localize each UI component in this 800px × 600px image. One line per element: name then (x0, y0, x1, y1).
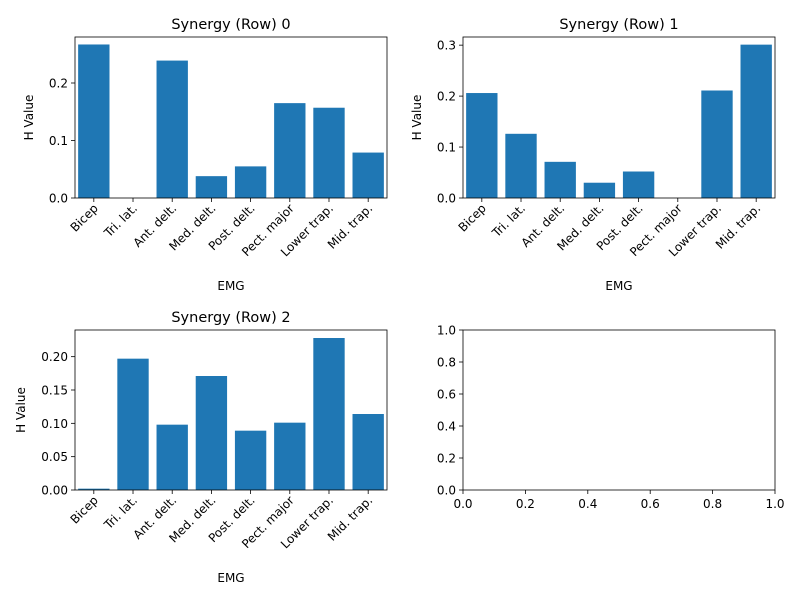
bar (544, 161, 576, 198)
y-tick-label: 0.15 (41, 384, 68, 398)
bar (622, 171, 655, 198)
x-tick-label: Bicep (68, 201, 101, 234)
y-axis-label: H Value (14, 387, 28, 433)
bar (313, 338, 345, 490)
y-tick-label: 0.05 (41, 450, 68, 464)
y-tick-label: 0.1 (437, 141, 456, 155)
y-tick-label: 0.0 (49, 192, 68, 206)
y-axis-label: H Value (410, 95, 424, 141)
subplot-title: Synergy (Row) 2 (171, 310, 290, 326)
bar (352, 152, 384, 198)
axes-frame (74, 329, 388, 491)
y-tick-label: 1.0 (437, 324, 456, 338)
bar (234, 166, 267, 199)
bar (701, 90, 733, 198)
axes-frame (74, 36, 388, 199)
bar (195, 376, 228, 490)
bar (352, 414, 384, 490)
y-tick-label: 0.0 (437, 192, 456, 206)
x-axis-label: EMG (217, 279, 244, 293)
x-tick-label: 0.6 (641, 497, 660, 511)
x-axis-label: EMG (217, 571, 244, 585)
bar (313, 107, 345, 198)
y-axis-label: H Value (22, 95, 36, 141)
subplot-title: Synergy (Row) 1 (559, 17, 678, 33)
bar (78, 44, 110, 199)
subplot-1: Bicep Tri. lat.Ant. delt.Med. delt.Post. … (410, 17, 776, 293)
x-tick-label: 0.8 (703, 497, 722, 511)
x-tick-label: Tri. lat. (101, 201, 140, 240)
y-tick-label: 0.1 (49, 134, 68, 148)
y-tick-label: 0.2 (437, 452, 456, 466)
subplot-0: Bicep Tri. lat.Ant. delt.Med. delt.Post. … (22, 17, 388, 293)
subplot-3: 0.0 0.2 0.4 0.6 0.8 1.0 0.0 0.2 0.4 0.6 0.8 1.0 (437, 324, 785, 512)
y-tick-label: 0.10 (41, 417, 68, 431)
bar (78, 488, 110, 490)
y-tick-label: 0.4 (437, 420, 456, 434)
y-tick-label: 0.2 (49, 77, 68, 91)
y-tick-label: 0.20 (41, 350, 68, 364)
y-tick-label: 0.3 (437, 39, 456, 53)
bar (505, 133, 537, 198)
axes-frame (462, 36, 776, 199)
bar (740, 44, 772, 198)
subplot-2: Bicep Tri. lat.Ant. delt.Med. delt.Post. … (14, 310, 388, 585)
x-tick-label: 0.4 (578, 497, 597, 511)
x-tick-label: Tri. lat. (101, 493, 140, 532)
axes-frame (462, 329, 776, 491)
bar (195, 176, 228, 198)
x-tick-label: 0.0 (453, 497, 472, 511)
bar (234, 430, 267, 490)
bar (117, 358, 149, 490)
bar (156, 424, 188, 490)
bar (274, 422, 306, 490)
bar (156, 60, 188, 198)
x-tick-label: 0.2 (516, 497, 535, 511)
bar (466, 93, 498, 198)
x-tick-label: Bicep (456, 201, 489, 234)
y-tick-label: 0.8 (437, 356, 456, 370)
x-axis-label: EMG (605, 279, 632, 293)
y-tick-label: 0.6 (437, 388, 456, 402)
bar (274, 103, 306, 199)
x-tick-label: 1.0 (765, 497, 784, 511)
bar (583, 182, 616, 198)
x-tick-label: Tri. lat. (489, 201, 528, 240)
subplot-title: Synergy (Row) 0 (171, 17, 290, 33)
y-tick-label: 0.0 (437, 484, 456, 498)
x-tick-label: Bicep (68, 493, 101, 526)
y-tick-label: 0.2 (437, 90, 456, 104)
y-tick-label: 0.00 (41, 484, 68, 498)
